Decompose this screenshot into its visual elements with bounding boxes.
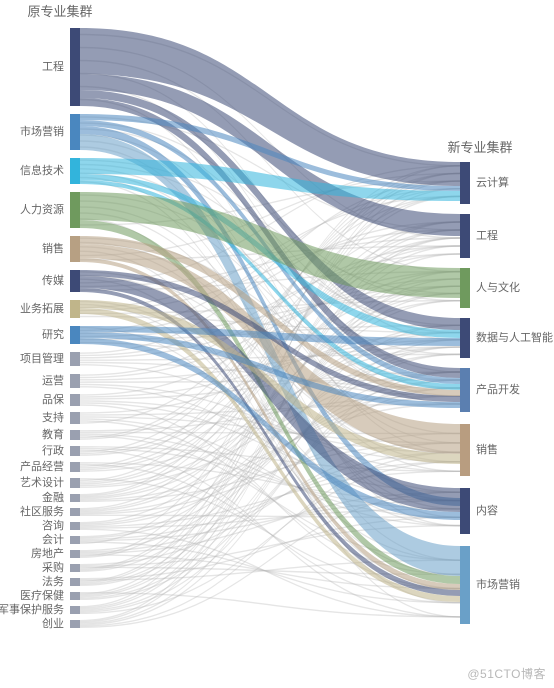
left-node-label: 项目管理 [20,351,64,365]
right-node [460,368,470,412]
left-node-label: 品保 [42,392,64,406]
watermark: @51CTO博客 [467,665,546,682]
right-node [460,424,470,476]
left-node-label: 社区服务 [20,504,64,518]
left-node [70,620,80,628]
right-column-title: 新专业集群 [447,140,512,155]
right-node-label: 产品开发 [476,382,520,396]
right-node [460,318,470,358]
left-node-label: 房地产 [31,546,64,560]
left-node [70,326,80,344]
left-node-label: 产品经营 [20,459,64,473]
left-node-label: 支持 [42,410,64,424]
left-node-label: 创业 [42,617,64,630]
left-node-label: 艺术设计 [20,476,64,489]
left-node [70,374,80,388]
right-node-label: 云计算 [476,175,509,189]
right-node [460,214,470,258]
left-node [70,478,80,488]
left-node-label: 教育 [42,427,64,441]
left-node [70,300,80,318]
left-node [70,462,80,472]
sankey-svg: 工程市场营销信息技术人力资源销售传媒业务拓展研究项目管理运营品保支持教育行政产品… [0,0,554,688]
right-node [460,162,470,204]
left-node [70,114,80,150]
left-node [70,352,80,366]
right-node-label: 工程 [476,229,498,242]
right-node-label: 市场营销 [476,577,520,591]
left-node [70,522,80,530]
left-node-label: 运营 [42,373,64,387]
left-node [70,192,80,228]
left-node-label: 法务 [42,574,64,588]
left-node [70,158,80,184]
left-node-label: 人力资源 [20,202,64,216]
right-node [460,488,470,534]
left-node [70,394,80,406]
left-node-label: 医疗保健 [20,588,64,602]
sankey-figure: 工程市场营销信息技术人力资源销售传媒业务拓展研究项目管理运营品保支持教育行政产品… [0,0,554,688]
left-node [70,550,80,558]
left-node [70,564,80,572]
left-node-label: 会计 [42,533,64,546]
right-node-label: 人与文化 [476,280,520,294]
left-node-label: 采购 [42,560,64,574]
right-node [460,546,470,624]
left-node-label: 军事保护服务 [0,602,64,616]
left-node [70,536,80,544]
left-node [70,28,80,106]
left-node [70,578,80,586]
left-node [70,606,80,614]
left-node [70,446,80,456]
left-node [70,430,80,440]
left-node [70,494,80,502]
left-node-label: 传媒 [42,274,64,287]
left-node-label: 行政 [42,443,64,457]
left-node-label: 市场营销 [20,124,64,138]
right-node-label: 内容 [476,503,498,517]
left-node [70,412,80,424]
left-node-label: 金融 [42,490,64,504]
right-node-label: 数据与人工智能 [476,330,553,344]
left-column-title: 原专业集群 [27,4,92,19]
left-node-label: 业务拓展 [20,301,64,315]
right-node-label: 销售 [476,442,498,456]
left-node-label: 工程 [42,60,64,73]
left-node-label: 研究 [42,327,64,341]
right-node [460,268,470,308]
left-node [70,592,80,600]
left-node-label: 咨询 [42,518,64,532]
left-node [70,508,80,516]
left-node-label: 信息技术 [20,163,64,177]
left-node-label: 销售 [42,241,64,255]
left-node [70,270,80,292]
left-node [70,236,80,262]
